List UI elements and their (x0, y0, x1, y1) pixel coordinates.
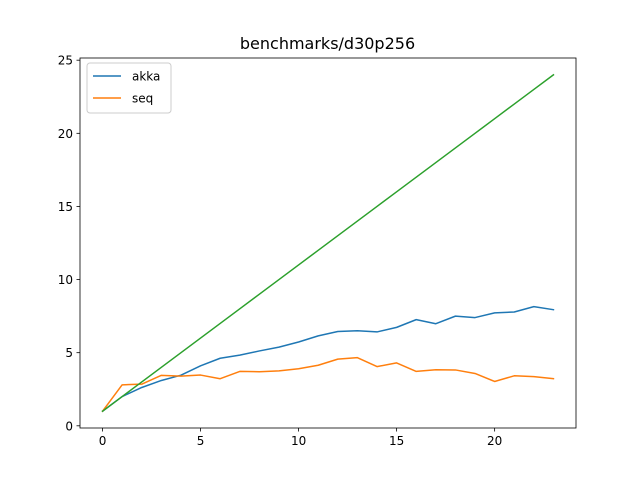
y-tick-label: 0 (65, 419, 73, 433)
series-line-seq (101, 356, 555, 413)
plot-area: 0 5 10 15 20 0 5 10 15 20 25 akka seq (58, 54, 577, 448)
x-tick-label: 5 (197, 434, 205, 448)
chart-title: benchmarks/d30p256 (240, 34, 415, 53)
x-tick-label: 15 (389, 434, 404, 448)
x-tick-label: 0 (99, 434, 107, 448)
x-tick-label: 10 (291, 434, 306, 448)
legend: akka seq (86, 62, 172, 114)
legend-label-akka: akka (132, 70, 160, 84)
series-line-series-3 (101, 73, 555, 413)
y-tick-label: 15 (58, 200, 73, 214)
y-tick-label: 10 (58, 273, 73, 287)
x-tick-label: 20 (487, 434, 502, 448)
legend-label-seq: seq (132, 92, 153, 106)
y-tick-label: 5 (65, 346, 73, 360)
y-tick-label: 20 (58, 127, 73, 141)
y-tick-label: 25 (58, 54, 73, 68)
axes-frame (79, 57, 577, 429)
